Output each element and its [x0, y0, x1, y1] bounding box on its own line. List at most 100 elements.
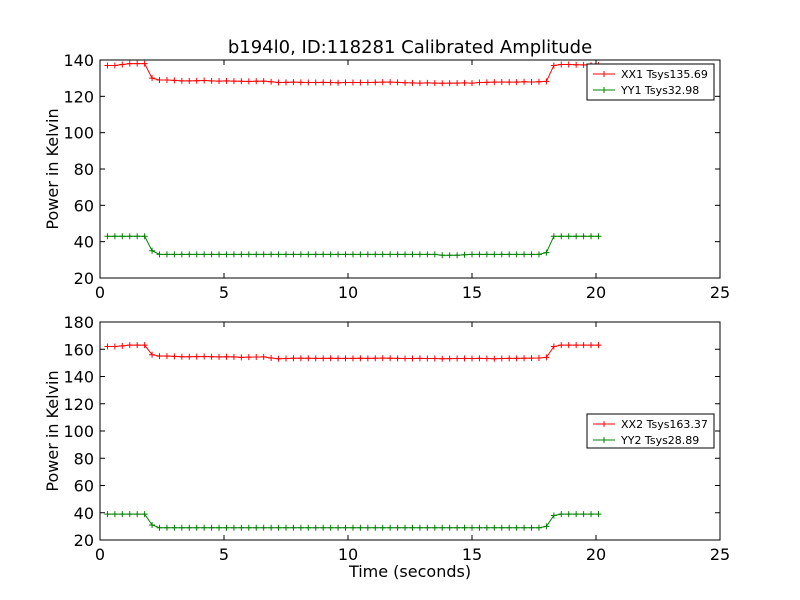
y-tick-label: 120: [63, 87, 94, 106]
x-tick-label: 15: [462, 545, 482, 564]
data-point: [588, 511, 595, 518]
data-point: [253, 78, 260, 85]
data-point: [163, 76, 170, 83]
data-point: [201, 77, 208, 84]
data-point: [245, 251, 252, 258]
data-point: [149, 75, 156, 82]
data-point: [193, 251, 200, 258]
x-tick-label: 5: [219, 283, 229, 302]
data-point: [171, 251, 178, 258]
data-point: [543, 249, 550, 256]
data-point: [171, 77, 178, 84]
data-point: [223, 524, 230, 531]
data-point: [156, 76, 163, 83]
data-point: [134, 60, 141, 67]
data-point: [297, 355, 304, 362]
data-point: [342, 79, 349, 86]
y-tick-label: 160: [63, 340, 94, 359]
y-tick-label: 20: [74, 269, 94, 288]
data-point: [513, 355, 520, 362]
data-point: [223, 251, 230, 258]
x-axis-label: Time (seconds): [348, 562, 471, 581]
data-point: [476, 355, 483, 362]
data-point: [327, 251, 334, 258]
data-point: [312, 524, 319, 531]
data-point: [312, 79, 319, 86]
legend-label: YY2 Tsys28.89: [620, 434, 699, 447]
data-point: [461, 524, 468, 531]
data-point: [565, 511, 572, 518]
data-point: [595, 342, 602, 349]
data-point: [327, 79, 334, 86]
data-point: [476, 79, 483, 86]
data-point: [431, 355, 438, 362]
x-tick-label: 15: [462, 283, 482, 302]
data-point: [208, 353, 215, 360]
data-point: [178, 524, 185, 531]
data-point: [402, 524, 409, 531]
data-point: [439, 355, 446, 362]
data-point: [446, 524, 453, 531]
data-point: [573, 342, 580, 349]
data-point: [268, 524, 275, 531]
data-point: [149, 351, 156, 358]
data-point: [372, 251, 379, 258]
data-point: [543, 78, 550, 85]
data-point: [216, 251, 223, 258]
data-point: [297, 251, 304, 258]
data-point: [498, 524, 505, 531]
data-point: [111, 62, 118, 69]
data-point: [469, 80, 475, 87]
data-point: [357, 355, 364, 362]
data-point: [134, 342, 141, 349]
legend-box: [586, 63, 715, 101]
data-point: [535, 354, 542, 361]
y-axis-label: Power in Kelvin: [43, 370, 62, 491]
data-point: [461, 251, 468, 258]
y-tick-label: 100: [63, 422, 94, 441]
data-point: [446, 252, 453, 259]
data-point: [491, 524, 498, 531]
data-point: [528, 251, 535, 258]
data-point: [312, 355, 319, 362]
data-point: [230, 78, 237, 85]
data-point: [595, 233, 602, 240]
data-point: [342, 251, 349, 258]
data-point: [550, 343, 557, 350]
data-point: [305, 524, 312, 531]
data-point: [178, 77, 185, 84]
y-tick-label: 40: [74, 504, 94, 523]
data-point: [119, 61, 126, 68]
data-point: [178, 353, 185, 360]
data-point: [550, 233, 557, 240]
data-point: [186, 77, 193, 84]
data-point: [223, 353, 230, 360]
y-tick-label: 60: [74, 477, 94, 496]
data-point: [580, 342, 587, 349]
data-point: [134, 511, 141, 518]
data-point: [335, 524, 342, 531]
data-point: [573, 233, 580, 240]
data-point: [409, 251, 416, 258]
data-point: [216, 524, 223, 531]
data-point: [111, 511, 118, 518]
data-point: [402, 79, 409, 86]
data-point: [364, 524, 371, 531]
data-point: [469, 524, 475, 531]
y-tick-label: 120: [63, 395, 94, 414]
data-point: [320, 355, 327, 362]
legend: XX1 Tsys135.69 YY1 Tsys32.98: [586, 63, 715, 101]
data-point: [416, 251, 423, 258]
data-point: [201, 524, 208, 531]
data-point: [320, 251, 327, 258]
data-point: [327, 524, 334, 531]
data-point: [528, 355, 535, 362]
data-point: [558, 61, 565, 68]
data-point: [498, 78, 505, 85]
data-point: [238, 354, 245, 361]
data-point: [394, 251, 401, 258]
data-point: [528, 78, 535, 85]
data-point: [402, 251, 409, 258]
data-point: [387, 251, 394, 258]
data-point: [253, 251, 260, 258]
